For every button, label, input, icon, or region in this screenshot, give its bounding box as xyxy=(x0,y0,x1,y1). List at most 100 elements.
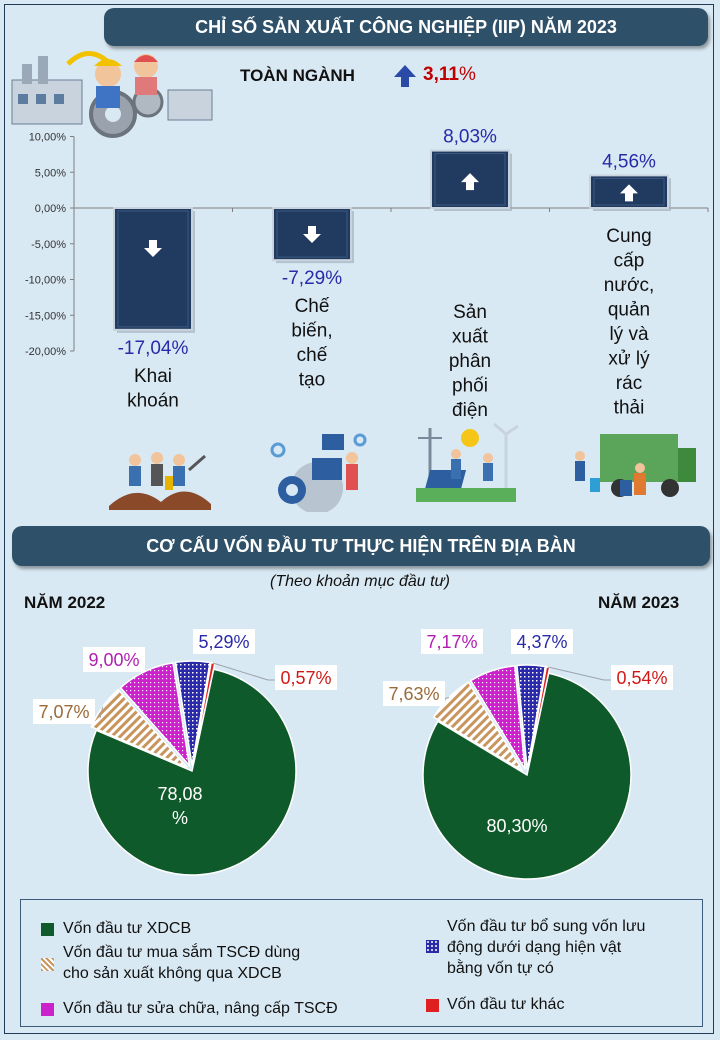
mining-workers-illustration-icon xyxy=(109,452,211,510)
category-label: tạo xyxy=(299,370,325,391)
pie-slice-2023 xyxy=(422,672,632,880)
pie-label-background xyxy=(421,629,483,654)
pie-label-background xyxy=(83,647,145,672)
arrow-down-icon xyxy=(144,240,162,257)
arrow-up-icon xyxy=(620,184,638,202)
pie-slice-2023 xyxy=(432,681,524,772)
pie-value-label-2022: 5,29% xyxy=(198,632,249,652)
category-label: phối xyxy=(452,376,488,397)
pie-value-label-2023: 7,17% xyxy=(426,632,477,652)
bar xyxy=(113,207,193,331)
category-label: điện xyxy=(452,400,488,421)
pie-slice-2022 xyxy=(174,660,211,766)
industry-illustration-icon xyxy=(11,51,213,138)
category-label: quản xyxy=(608,300,650,321)
y-tick-label: 5,00% xyxy=(35,167,66,179)
pie-label-background xyxy=(383,681,445,706)
pie-value-label-2022: 7,07% xyxy=(38,702,89,722)
manufacturing-robot-illustration-icon xyxy=(270,433,367,512)
iip-title-banner: CHỈ SỐ SẢN XUẤT CÔNG NGHIỆP (IIP) NĂM 20… xyxy=(104,8,708,46)
legend-item-other: Vốn đầu tư khác xyxy=(447,996,565,1013)
category-label: Khai xyxy=(134,366,172,387)
y-tick-label: -15,00% xyxy=(25,310,66,322)
y-tick-label: -10,00% xyxy=(25,275,66,287)
arrow-down-icon xyxy=(303,226,321,244)
legend-swatch-other xyxy=(426,999,439,1012)
legend-item-xdcb: Vốn đầu tư XDCB xyxy=(63,920,192,937)
category-label: rác xyxy=(616,373,642,394)
bar-value-label: -7,29% xyxy=(282,268,342,289)
bar-value-label: -17,04% xyxy=(118,338,189,359)
bar-value-label: 4,56% xyxy=(602,151,656,172)
iip-bar-chart: 10,00% 5,00% 0,00% -5,00% -10,00% -15,00% -20,… xyxy=(25,127,709,421)
legend-swatch-working-capital xyxy=(426,940,439,953)
y-tick-label: 0,00% xyxy=(35,203,66,215)
electricity-solar-wind-illustration-icon xyxy=(416,422,519,502)
legend-item-tscd-line1: Vốn đầu tư mua sắm TSCĐ dùng xyxy=(63,944,301,961)
legend-item-working-capital-line3: bằng vốn tự có xyxy=(447,960,554,977)
category-label: Cung xyxy=(606,226,651,247)
infographic-frame xyxy=(4,4,714,1034)
pie-label-background xyxy=(611,665,673,690)
y-tick-label: 10,00% xyxy=(29,132,67,144)
pie-leader-line xyxy=(547,666,612,681)
legend-item-working-capital-line1: Vốn đầu tư bổ sung vốn lưu xyxy=(447,918,646,935)
category-label: chế xyxy=(297,345,328,366)
legend-swatch-repair xyxy=(41,1003,54,1016)
category-label: lý và xyxy=(609,324,649,345)
pie-value-label-2022: 9,00% xyxy=(88,650,139,670)
category-label: xuất xyxy=(452,327,489,348)
category-label: Sản xyxy=(453,302,487,323)
bar-inner-border xyxy=(276,210,348,258)
pie-value-label-2022: 0,57% xyxy=(280,668,331,688)
category-label: phân xyxy=(449,351,491,372)
year-2022-label: NĂM 2022 xyxy=(24,593,106,612)
pie-leader-line xyxy=(212,662,276,681)
y-tick-label: -20,00% xyxy=(25,346,66,358)
bar-inner-border xyxy=(434,153,506,206)
pie-label-background xyxy=(193,629,255,654)
pie-slice-2022 xyxy=(87,668,297,876)
category-label: nước, xyxy=(604,275,655,296)
category-label: khoán xyxy=(127,390,179,411)
pie-value-label-2023: 80,30% xyxy=(486,816,547,836)
bar-inner-border xyxy=(593,177,665,206)
pie-label-background xyxy=(33,699,95,724)
year-2023-label: NĂM 2023 xyxy=(598,593,680,612)
overall-value: 3,11% xyxy=(423,64,476,85)
y-tick-label: -5,00% xyxy=(31,239,66,251)
category-label: cấp xyxy=(614,251,645,272)
investment-title-banner: CƠ CẤU VỐN ĐẦU TƯ THỰC HIỆN TRÊN ĐỊA BÀN xyxy=(12,526,710,566)
category-label: biến, xyxy=(291,321,332,342)
legend-swatch-xdcb xyxy=(41,923,54,936)
pie-value-label-2023: 7,63% xyxy=(388,684,439,704)
pie-value-label-2022: % xyxy=(172,808,188,828)
legend-item-repair: Vốn đầu tư sửa chữa, nâng cấp TSCĐ xyxy=(63,1000,338,1017)
pie-label-background xyxy=(275,665,337,690)
legend-item-tscd: Vốn đầu tư mua sắm TSCĐ dùng cho sản xuấ… xyxy=(63,942,300,984)
category-label: Chế xyxy=(295,296,330,317)
category-label: xử lý xyxy=(608,349,650,370)
pie-slice-2023 xyxy=(516,664,547,770)
pie-value-label-2023: 0,54% xyxy=(616,668,667,688)
pie-slice-2022 xyxy=(119,662,191,769)
legend-item-working-capital-line2: động dưới dạng hiện vật xyxy=(447,939,622,956)
pie-slice-2023 xyxy=(469,665,526,770)
pie-leader-line xyxy=(99,706,104,719)
pie-value-label-2023: 4,37% xyxy=(516,632,567,652)
overall-label: TOÀN NGÀNH xyxy=(240,66,355,85)
pie-slice-2022 xyxy=(90,688,188,769)
garbage-truck-illustration-icon xyxy=(575,434,696,497)
pie-value-label-2022: 78,08 xyxy=(157,784,202,804)
legend-item-working-capital: Vốn đầu tư bổ sung vốn lưu động dưới dạn… xyxy=(447,916,645,979)
investment-subtitle: (Theo khoản mục đầu tư) xyxy=(269,573,450,590)
legend-swatch-tscd xyxy=(41,958,54,971)
legend-item-tscd-line2: cho sản xuất không qua XDCB xyxy=(63,965,282,982)
bar-inner-border xyxy=(117,210,189,328)
bar-value-label: 8,03% xyxy=(443,127,497,148)
investment-pie-charts: 78,08% 7,07% 9,00% 5,29% 0,57% 80,30% 7,63% 7,1… xyxy=(33,629,673,880)
category-label: thải xyxy=(614,398,645,419)
arrow-up-icon xyxy=(461,173,479,191)
arrow-up-icon xyxy=(394,65,416,87)
legend: Vốn đầu tư XDCB Vốn đầu tư mua sắm TSCĐ … xyxy=(20,899,703,1027)
